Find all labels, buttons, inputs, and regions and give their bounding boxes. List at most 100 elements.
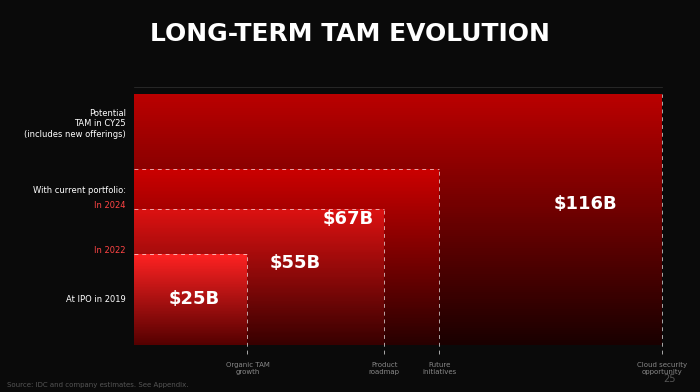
Bar bbox=[134, 318, 384, 320]
Bar bbox=[134, 181, 662, 184]
Bar bbox=[134, 214, 384, 216]
Bar bbox=[134, 240, 662, 242]
Bar bbox=[134, 173, 662, 175]
Bar bbox=[134, 222, 384, 224]
Bar bbox=[134, 246, 662, 249]
Bar bbox=[134, 303, 384, 304]
Bar bbox=[134, 312, 248, 313]
Bar bbox=[134, 267, 384, 269]
Bar bbox=[134, 252, 384, 253]
Bar bbox=[134, 309, 439, 311]
Bar bbox=[134, 315, 384, 316]
Bar bbox=[134, 278, 662, 280]
Bar bbox=[134, 208, 439, 210]
Bar bbox=[134, 202, 662, 205]
Bar bbox=[134, 302, 439, 304]
Bar bbox=[134, 261, 439, 263]
Bar bbox=[134, 127, 662, 129]
Bar bbox=[134, 342, 662, 345]
Bar bbox=[134, 234, 439, 236]
Bar bbox=[134, 309, 384, 311]
Bar bbox=[134, 250, 662, 252]
Bar bbox=[134, 265, 662, 267]
Bar bbox=[134, 171, 662, 173]
Bar bbox=[134, 274, 439, 276]
Bar bbox=[134, 256, 248, 257]
Bar bbox=[134, 295, 248, 296]
Bar bbox=[134, 242, 662, 244]
Bar bbox=[134, 266, 248, 267]
Bar bbox=[134, 279, 248, 281]
Bar bbox=[134, 160, 662, 163]
Bar bbox=[134, 323, 248, 324]
Bar bbox=[134, 282, 248, 283]
Bar bbox=[134, 119, 662, 121]
Bar bbox=[134, 315, 248, 316]
Bar bbox=[134, 288, 248, 289]
Bar bbox=[134, 195, 439, 197]
Bar bbox=[134, 196, 439, 198]
Bar bbox=[134, 305, 439, 307]
Bar bbox=[134, 267, 248, 268]
Bar bbox=[134, 178, 439, 179]
Bar bbox=[134, 276, 384, 278]
Bar bbox=[134, 192, 662, 194]
Bar bbox=[134, 249, 384, 251]
Text: In 2022: In 2022 bbox=[94, 246, 126, 255]
Bar bbox=[134, 179, 439, 181]
Bar bbox=[134, 215, 662, 217]
Bar bbox=[134, 281, 248, 282]
Bar bbox=[134, 261, 662, 263]
Bar bbox=[134, 301, 384, 303]
Bar bbox=[134, 318, 248, 319]
Bar bbox=[134, 148, 662, 150]
Bar bbox=[134, 125, 662, 127]
Bar bbox=[134, 293, 248, 294]
Bar bbox=[134, 183, 662, 186]
Bar bbox=[134, 286, 384, 287]
Bar bbox=[134, 180, 439, 182]
Bar bbox=[134, 321, 248, 322]
Bar bbox=[134, 240, 384, 241]
Bar bbox=[134, 301, 248, 303]
Bar bbox=[134, 182, 439, 184]
Bar bbox=[134, 322, 439, 324]
Bar bbox=[134, 235, 384, 236]
Bar bbox=[134, 236, 662, 238]
Bar bbox=[134, 177, 662, 180]
Bar bbox=[134, 217, 662, 219]
Bar bbox=[134, 156, 662, 159]
Bar bbox=[134, 276, 248, 278]
Bar bbox=[134, 187, 662, 190]
Bar bbox=[134, 210, 384, 211]
Bar bbox=[134, 183, 439, 185]
Bar bbox=[134, 324, 248, 325]
Bar bbox=[134, 165, 662, 167]
Bar bbox=[134, 229, 662, 232]
Bar bbox=[134, 310, 248, 312]
Bar bbox=[134, 239, 439, 241]
Bar bbox=[134, 304, 248, 305]
Text: Source: IDC and company estimates. See Appendix.: Source: IDC and company estimates. See A… bbox=[7, 382, 188, 388]
Bar bbox=[134, 313, 384, 314]
Bar bbox=[134, 218, 439, 220]
Bar bbox=[134, 273, 248, 274]
Bar bbox=[134, 319, 662, 321]
Bar bbox=[134, 258, 248, 260]
Bar bbox=[134, 342, 248, 343]
Bar bbox=[134, 308, 248, 309]
Bar bbox=[134, 194, 662, 196]
Bar bbox=[134, 335, 248, 336]
Bar bbox=[134, 220, 439, 222]
Bar bbox=[134, 289, 384, 290]
Bar bbox=[134, 238, 662, 240]
Bar bbox=[134, 245, 439, 247]
Bar bbox=[134, 325, 384, 327]
Text: $67B: $67B bbox=[322, 210, 373, 228]
Bar bbox=[134, 264, 439, 266]
Bar bbox=[134, 200, 662, 203]
Bar bbox=[134, 325, 248, 326]
Bar bbox=[134, 334, 662, 336]
Bar bbox=[134, 343, 384, 345]
Bar bbox=[134, 307, 248, 308]
